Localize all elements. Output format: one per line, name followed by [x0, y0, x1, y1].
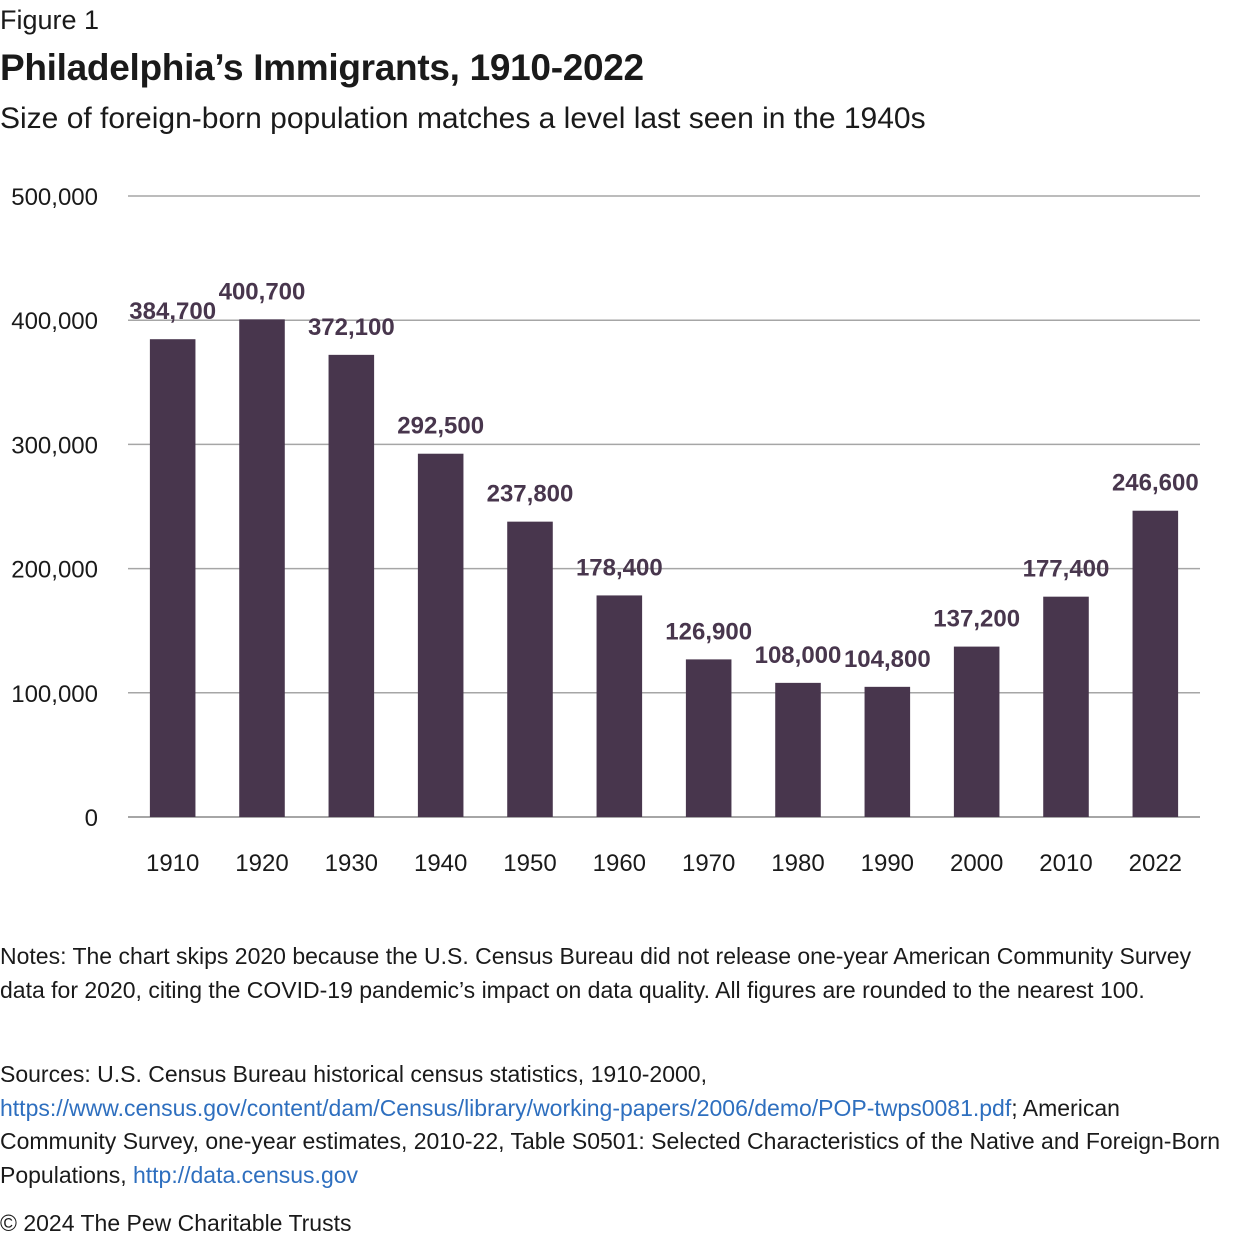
data-census-gov-link[interactable]: http://data.census.gov — [132, 1161, 359, 1188]
x-tick-label: 1960 — [593, 850, 646, 877]
census-working-paper-link[interactable]: https://www.census.gov/content/dam/Censu… — [0, 1094, 1012, 1121]
y-tick-label: 200,000 — [11, 557, 98, 584]
bar-1980 — [775, 682, 821, 817]
chart-title: Philadelphia’s Immigrants, 1910-2022 — [0, 47, 644, 88]
y-tick-label: 0 — [85, 805, 98, 832]
bar-1960 — [596, 595, 643, 817]
data-label-1930: 372,100 — [308, 314, 395, 341]
data-label-1970: 126,900 — [665, 618, 752, 645]
data-label-1940: 292,500 — [397, 413, 484, 440]
data-label-2022: 246,600 — [1112, 470, 1199, 497]
gridlines — [128, 195, 1200, 818]
bar-1930 — [328, 354, 375, 817]
sources-text-middle: ; American Community Survey, one-year es… — [0, 1094, 1221, 1188]
figure-label: Figure 1 — [0, 5, 100, 35]
bar-2022 — [1132, 510, 1179, 817]
data-label-1920: 400,700 — [219, 278, 306, 305]
data-label-1950: 237,800 — [487, 481, 574, 508]
bars — [149, 319, 1179, 817]
bar-1910 — [149, 339, 196, 817]
x-tick-label: 2010 — [1039, 850, 1092, 877]
x-tick-label: 1930 — [325, 850, 378, 877]
bar-1970 — [685, 659, 732, 817]
x-tick-label: 1940 — [414, 850, 467, 877]
x-tick-label: 2000 — [950, 850, 1003, 877]
x-tick-label: 1980 — [771, 850, 824, 877]
data-label-1980: 108,000 — [755, 642, 842, 669]
data-label-2010: 177,400 — [1023, 556, 1110, 583]
x-tick-label: 1920 — [235, 850, 288, 877]
bar-chart: 0 100,000 200,000 300,000 400,000 500,000 384… — [11, 184, 1200, 877]
sources-text: Sources: U.S. Census Bureau historical c… — [0, 1061, 707, 1087]
x-tick-label: 1970 — [682, 850, 735, 877]
chart-subtitle: Size of foreign-born population matches … — [0, 102, 926, 135]
x-tick-label: 1950 — [503, 850, 556, 877]
bar-2010 — [1043, 596, 1089, 817]
copyright: © 2024 The Pew Charitable Trusts — [0, 1210, 352, 1236]
data-label-1960: 178,400 — [576, 554, 663, 581]
y-tick-label: 100,000 — [11, 681, 98, 708]
bar-1950 — [507, 521, 553, 817]
bar-1990 — [864, 686, 911, 817]
y-tick-label: 300,000 — [11, 432, 98, 459]
x-tick-label: 2022 — [1129, 850, 1182, 877]
x-tick-label: 1910 — [146, 850, 199, 877]
x-tick-label: 1990 — [861, 850, 914, 877]
data-label-1990: 104,800 — [844, 646, 931, 673]
x-axis-tick-labels: 1910 1920 1930 1940 1950 1960 1970 1980 1990 2000… — [146, 850, 1182, 877]
chart-sources: Sources: U.S. Census Bureau historical c… — [0, 1058, 1225, 1192]
chart-notes: Notes: The chart skips 2020 because the … — [0, 943, 1192, 1003]
y-axis-tick-labels: 0 100,000 200,000 300,000 400,000 500,000 — [11, 184, 98, 832]
y-tick-label: 500,000 — [11, 184, 98, 211]
y-tick-label: 400,000 — [11, 308, 98, 335]
bar-2000 — [953, 646, 1000, 817]
data-label-2000: 137,200 — [933, 606, 1020, 633]
data-label-1910: 384,700 — [129, 298, 216, 325]
bar-1940 — [417, 453, 464, 817]
bar-1920 — [239, 319, 285, 817]
